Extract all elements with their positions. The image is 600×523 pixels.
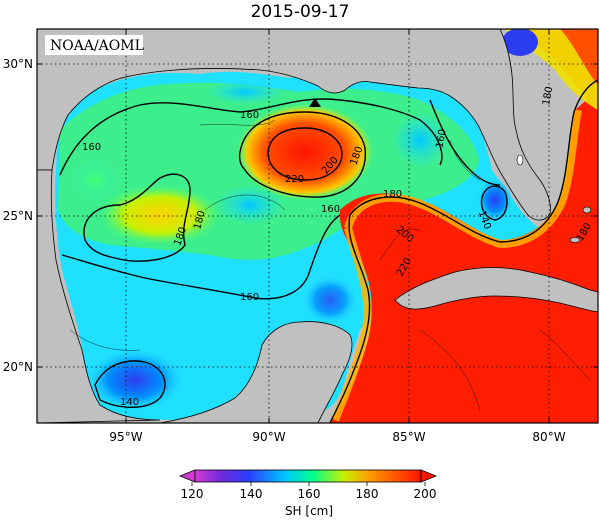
contour-140-southwest bbox=[94, 360, 166, 408]
contour-160-south bbox=[61, 214, 341, 300]
land-yucatan bbox=[159, 321, 353, 423]
y-tick-label: 20°N bbox=[3, 360, 33, 374]
minor-contour bbox=[379, 228, 421, 261]
contour-label: 180 bbox=[383, 189, 402, 200]
atlantic-sea bbox=[520, 29, 598, 110]
x-tick-label: 80°W bbox=[532, 430, 565, 444]
cold-eddy-south bbox=[302, 275, 358, 325]
credit-text: NOAA/AOML bbox=[50, 38, 144, 54]
contour-lines bbox=[59, 79, 598, 423]
minor-contour bbox=[449, 139, 481, 181]
island bbox=[516, 154, 524, 166]
colorbar-tick: 120 bbox=[181, 487, 204, 501]
frame-ticks bbox=[37, 29, 598, 423]
yellow-high bbox=[100, 185, 220, 245]
colorbar-low-arrow bbox=[178, 469, 196, 483]
contour-label: 140 bbox=[120, 397, 139, 408]
contour-220-eddy bbox=[267, 127, 343, 181]
contour-180-loop bbox=[349, 79, 598, 243]
minor-contour bbox=[419, 329, 481, 411]
land-us-coast bbox=[37, 29, 551, 221]
cyan-patch-east bbox=[392, 112, 448, 168]
contour-180-west bbox=[83, 173, 191, 262]
contour-140-florida bbox=[480, 185, 508, 221]
y-tick-label: 30°N bbox=[3, 57, 33, 71]
x-tick-label: 90°W bbox=[252, 430, 285, 444]
minor-contour bbox=[69, 329, 141, 351]
cyan-patch-north bbox=[205, 80, 285, 104]
map-frame bbox=[36, 28, 599, 424]
island bbox=[569, 237, 581, 243]
contour-label: 160 bbox=[240, 292, 259, 303]
land-cuba bbox=[394, 267, 598, 313]
contour-180-loop-south bbox=[329, 214, 371, 423]
contour-label: 180 bbox=[541, 86, 555, 107]
colorbar-tick: 180 bbox=[356, 487, 379, 501]
contour-label: 160 bbox=[82, 142, 101, 153]
observation-marker-icon bbox=[309, 98, 321, 107]
colorbar-label: SH [cm] bbox=[285, 504, 333, 518]
colorbar-tick: 140 bbox=[240, 487, 263, 501]
contour-label: 160 bbox=[435, 128, 449, 149]
loop-current-edge bbox=[344, 109, 582, 249]
island bbox=[582, 206, 592, 214]
x-tick-label: 95°W bbox=[109, 430, 142, 444]
minor-contour bbox=[204, 194, 286, 211]
contour-160-east bbox=[429, 99, 501, 186]
map-body: 160 160 180 220 200 160 180 180 160 180 … bbox=[37, 29, 598, 423]
contour-label: 160 bbox=[240, 110, 259, 121]
map-title: 2015-09-17 bbox=[250, 2, 350, 22]
atlantic-blue bbox=[502, 29, 538, 56]
cyan-patch bbox=[215, 185, 285, 225]
minor-contours bbox=[69, 119, 591, 411]
colorbar-bar bbox=[194, 469, 422, 483]
colorbar-tick: 200 bbox=[414, 487, 437, 501]
contour-label: 160 bbox=[321, 204, 340, 215]
minor-contour bbox=[539, 329, 591, 381]
land-mexico bbox=[37, 169, 161, 423]
loop-current-warm bbox=[330, 90, 598, 423]
x-tick-label: 85°W bbox=[392, 430, 425, 444]
contour-label: 180 bbox=[192, 209, 208, 230]
warm-eddy bbox=[237, 104, 373, 200]
colorbar: 120 140 160 180 200 SH [cm] bbox=[178, 469, 438, 518]
graticule bbox=[37, 29, 598, 423]
cold-eddy-southwest bbox=[85, 348, 185, 412]
contour-label: 220 bbox=[285, 174, 304, 185]
minor-contour bbox=[199, 119, 276, 126]
green-high-west bbox=[70, 158, 120, 202]
y-tick-label: 25°N bbox=[3, 209, 33, 223]
colorbar-tick: 160 bbox=[298, 487, 321, 501]
atlantic-cool bbox=[505, 29, 598, 110]
colorbar-high-arrow bbox=[420, 469, 438, 483]
contour-180-eddy bbox=[238, 111, 366, 198]
credit-box bbox=[45, 35, 143, 55]
contour-160-north bbox=[59, 98, 443, 176]
